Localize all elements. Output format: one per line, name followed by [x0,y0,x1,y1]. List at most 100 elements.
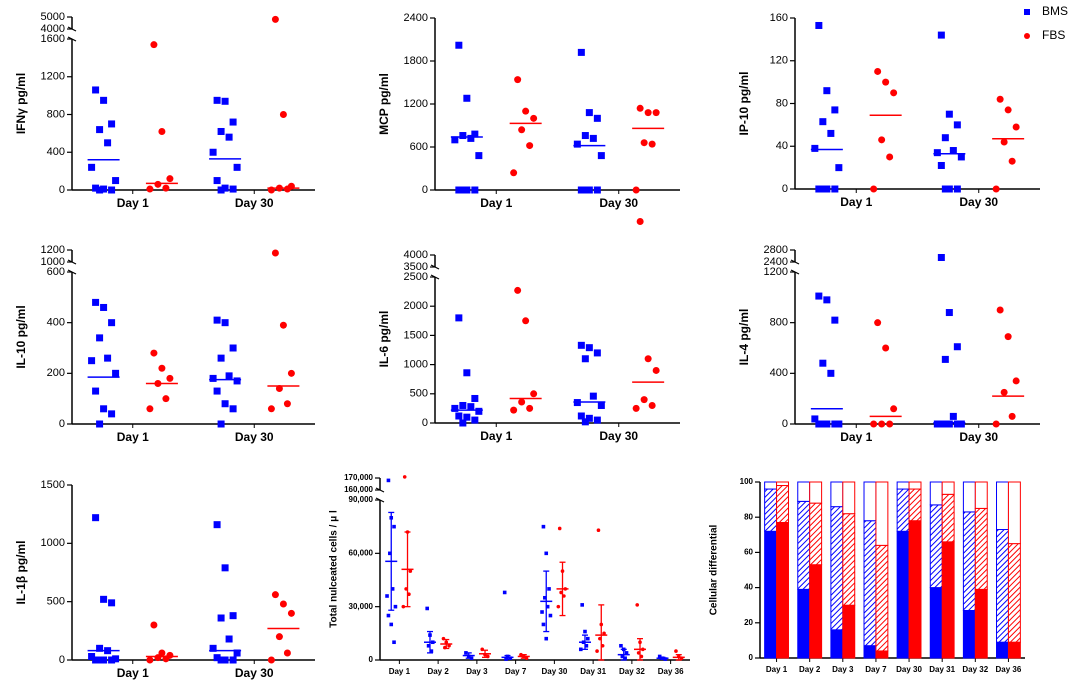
y-tick-label: 80 [744,512,753,521]
data-point [146,405,154,413]
data-point [941,355,949,363]
data-point [510,406,518,414]
data-point [217,420,225,428]
bar-segment [1007,481,1021,545]
data-point [112,177,120,185]
bar-segment [962,609,976,659]
y-tick-label: 100 [740,477,754,486]
data-point [275,385,283,393]
data-point [953,185,961,193]
data-point [217,614,225,622]
bar-segment [797,588,811,659]
y-tick-label: 120 [770,55,788,67]
data-point [510,169,518,177]
data-point [108,599,116,607]
y-tick-label: 4000 [404,249,428,261]
data-point [620,654,625,659]
data-point [463,186,471,194]
bar-segment [896,488,910,532]
data-point [945,110,953,118]
x-tick-label: Day 1 [117,196,149,210]
bar-segment [962,481,976,513]
data-point [874,67,882,75]
data-point [949,412,957,420]
bar-segment [863,645,877,659]
data-point [945,309,953,317]
bar-segment [842,481,856,515]
x-tick-label: Day 30 [959,430,998,444]
y-tick-label: 1600 [41,33,65,45]
y-tick-label: 80 [776,97,788,109]
y-tick-label: 2400 [764,256,788,268]
y-axis-label: IL-1β pg/ml [14,541,28,605]
data-point [957,153,965,161]
data-point [221,184,229,192]
data-point [577,48,585,56]
data-point [831,420,839,428]
data-point [578,647,583,652]
data-point [941,134,949,142]
data-point [882,78,890,86]
data-point [429,649,434,653]
data-point [451,404,459,412]
data-point [213,654,221,662]
bar-segment [797,481,811,502]
bar-segment [830,506,844,631]
data-point [389,622,394,627]
data-point [819,420,827,428]
x-tick-label: Day 1 [840,430,872,444]
data-point [475,152,483,160]
data-point [530,390,538,398]
x-tick-label: Day 1 [117,666,149,680]
data-point [823,87,831,95]
data-point [623,656,627,661]
data-point [271,591,279,599]
data-point [644,355,652,363]
data-point [933,149,941,157]
data-point [162,184,170,192]
bar-segment [776,521,789,659]
bar-segment [929,481,943,506]
data-point [233,163,241,171]
data-point [459,401,467,409]
data-point [408,569,413,573]
data-point [92,86,100,94]
data-point [619,643,623,648]
bar-segment [929,587,943,659]
data-point [108,319,116,327]
data-point [221,319,229,327]
y-tick-label: 2400 [404,12,428,24]
legend-label: BMS [1042,4,1068,18]
x-tick-label: Day 36 [996,665,1022,674]
data-point [585,636,590,641]
x-tick-label: Day 30 [235,430,274,444]
data-point [229,118,237,126]
y-tick-label: 1200 [41,244,65,256]
data-point [996,306,1004,314]
data-point [580,603,584,607]
data-point [221,400,229,408]
data-point [632,186,640,194]
data-point [585,109,593,117]
data-point [96,656,104,664]
data-point [390,587,395,591]
data-point [283,649,291,657]
x-tick-label: Day 32 [619,667,645,676]
data-point [522,107,530,115]
data-point [518,398,526,406]
data-point [819,185,827,193]
data-point [581,355,589,363]
data-point [112,655,120,663]
data-point [941,185,949,193]
data-point [150,621,158,629]
data-point [1008,412,1016,420]
data-point [526,142,534,150]
data-point [941,420,949,428]
data-point [455,186,463,194]
data-point [213,96,221,104]
data-point [221,97,229,105]
data-point [831,316,839,324]
data-point [471,130,479,138]
data-point [217,186,225,194]
data-point [108,410,116,418]
